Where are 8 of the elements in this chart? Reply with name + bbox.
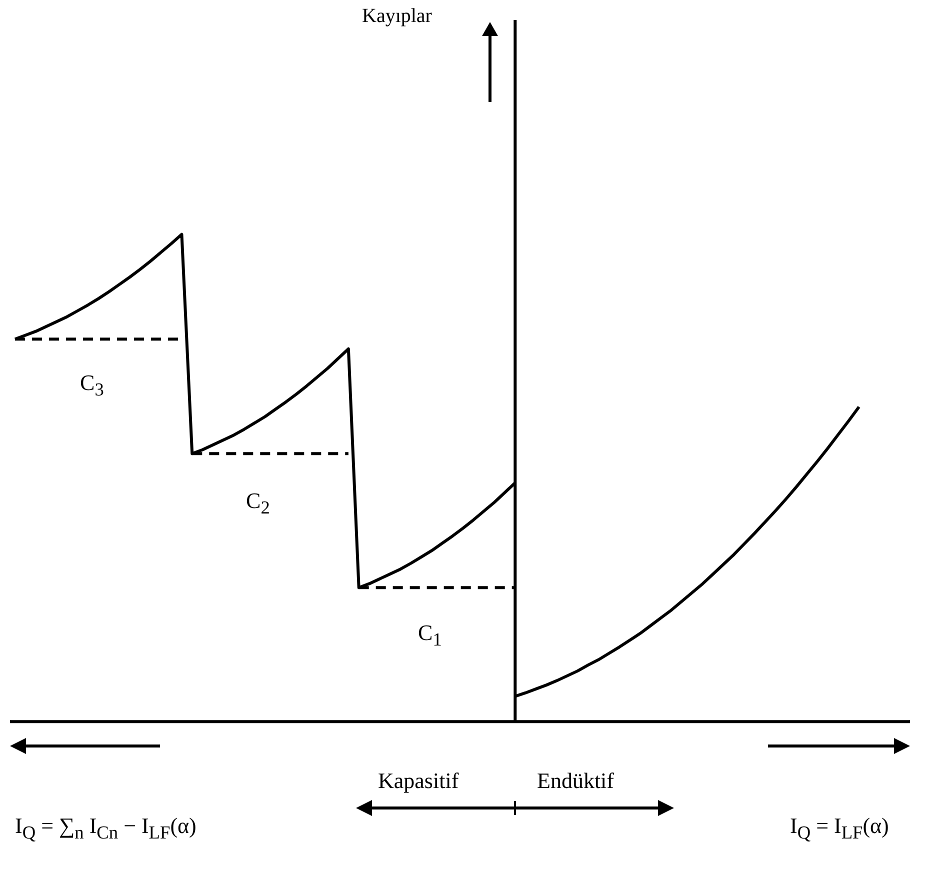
text: Kapasitif: [378, 768, 459, 793]
text: Kayıplar: [362, 5, 432, 27]
text: I$_{Q}$ = ∑$_{n}$ I$_{Cn}$ − I$_{LF}$(α): [15, 813, 196, 842]
annotation: C$_{3}$: [80, 370, 104, 400]
text: Endüktif: [537, 768, 614, 793]
text: I$_{Q}$ = I$_{LF}$(α): [790, 813, 889, 842]
annotation: C$_{1}$: [418, 620, 442, 650]
annotation: C$_{2}$: [246, 488, 270, 518]
